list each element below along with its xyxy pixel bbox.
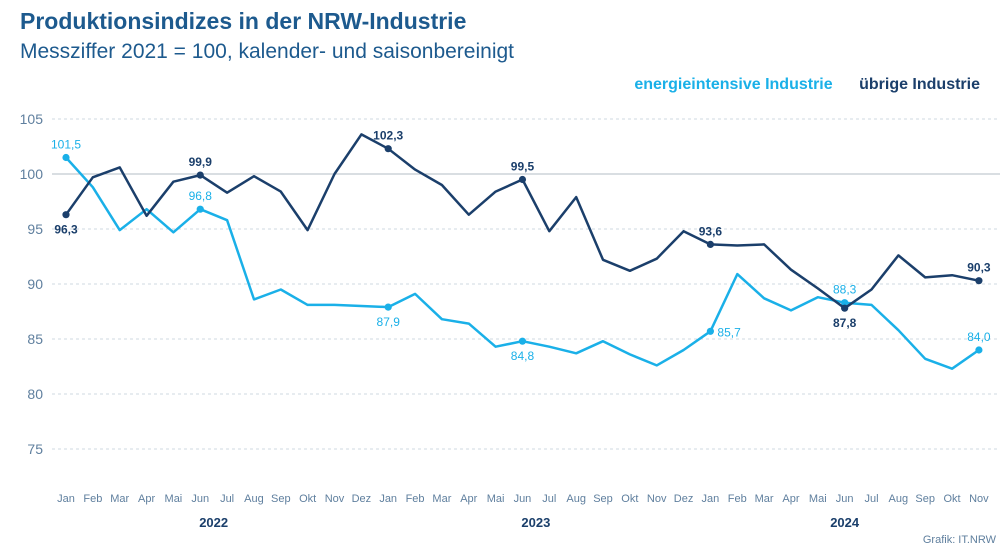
y-tick-label: 100 — [20, 166, 44, 182]
x-tick-label: Jul — [864, 493, 878, 505]
data-label-other: 96,3 — [54, 223, 78, 237]
data-label-energy: 85,7 — [717, 325, 741, 339]
data-point-other — [384, 145, 392, 153]
data-label-other: 87,8 — [833, 316, 857, 330]
x-tick-label: Okt — [621, 493, 638, 505]
x-tick-label: Sep — [915, 493, 935, 505]
x-tick-label: Mai — [487, 493, 505, 505]
data-point-other — [62, 211, 70, 219]
data-point-other — [975, 277, 983, 285]
x-tick-label: Mai — [809, 493, 827, 505]
data-label-energy: 101,5 — [51, 138, 81, 152]
x-tick-label: Dez — [674, 493, 694, 505]
x-tick-label: Jan — [57, 493, 75, 505]
x-tick-label: Jun — [836, 493, 854, 505]
x-tick-label: Sep — [593, 493, 613, 505]
x-tick-label: Aug — [566, 493, 586, 505]
x-tick-label: Mar — [110, 493, 129, 505]
x-tick-label: Aug — [244, 493, 264, 505]
data-label-energy: 88,3 — [833, 283, 857, 297]
data-label-energy: 96,8 — [189, 189, 213, 203]
x-tick-label: Jul — [542, 493, 556, 505]
x-tick-label: Mar — [755, 493, 774, 505]
data-point-energy — [196, 205, 204, 213]
y-tick-label: 105 — [20, 111, 44, 127]
year-label: 2022 — [199, 515, 228, 530]
legend-item-energy: energieintensive Industrie — [634, 76, 833, 93]
x-tick-label: Dez — [352, 493, 372, 505]
x-tick-label: Jun — [191, 493, 209, 505]
x-tick-label: Feb — [728, 493, 747, 505]
x-tick-label: Feb — [83, 493, 102, 505]
x-tick-label: Aug — [889, 493, 909, 505]
x-tick-label: Okt — [943, 493, 960, 505]
data-point-other — [196, 171, 204, 179]
x-tick-label: Okt — [299, 493, 316, 505]
data-point-other — [841, 304, 849, 312]
data-label-energy: 84,8 — [511, 349, 535, 363]
data-label-other: 90,3 — [967, 261, 991, 275]
x-tick-label: Jan — [379, 493, 397, 505]
data-label-other: 102,3 — [373, 129, 403, 143]
data-point-energy — [841, 299, 849, 307]
x-tick-label: Nov — [647, 493, 667, 505]
x-tick-label: Nov — [969, 493, 989, 505]
x-tick-label: Mai — [165, 493, 183, 505]
data-point-energy — [706, 327, 715, 335]
chart-title: Produktionsindizes in der NRW-Industrie — [20, 8, 467, 34]
x-tick-label: Jul — [220, 493, 234, 505]
x-tick-label: Nov — [325, 493, 345, 505]
x-tick-label: Mar — [432, 493, 451, 505]
data-point-energy — [384, 303, 392, 311]
legend: energieintensive Industrie übrige Indust… — [612, 76, 980, 94]
data-point-other — [706, 240, 715, 248]
x-tick-label: Feb — [406, 493, 425, 505]
data-point-energy — [975, 346, 983, 354]
y-tick-label: 85 — [27, 331, 43, 347]
data-label-other: 99,5 — [511, 160, 535, 174]
year-label: 2023 — [521, 515, 550, 530]
y-tick-label: 90 — [27, 276, 43, 292]
year-label: 2024 — [830, 515, 860, 530]
source-note: Grafik: IT.NRW — [922, 534, 996, 546]
y-tick-label: 75 — [27, 441, 43, 457]
x-tick-label: Apr — [460, 493, 477, 505]
legend-item-other: übrige Industrie — [859, 76, 980, 93]
data-point-energy — [518, 337, 527, 345]
data-label-energy: 87,9 — [377, 315, 401, 329]
y-tick-label: 95 — [27, 221, 43, 237]
x-tick-label: Apr — [138, 493, 155, 505]
data-label-other: 93,6 — [699, 224, 723, 238]
x-tick-label: Jan — [702, 493, 720, 505]
data-label-other: 99,9 — [189, 155, 213, 169]
x-tick-label: Jun — [514, 493, 532, 505]
chart-subtitle: Messziffer 2021 = 100, kalender- und sai… — [20, 40, 515, 63]
data-point-other — [518, 175, 527, 184]
data-point-energy — [62, 153, 70, 162]
y-tick-label: 80 — [27, 386, 43, 402]
data-label-energy: 84,0 — [967, 330, 991, 344]
x-tick-label: Sep — [271, 493, 291, 505]
x-tick-label: Apr — [782, 493, 799, 505]
